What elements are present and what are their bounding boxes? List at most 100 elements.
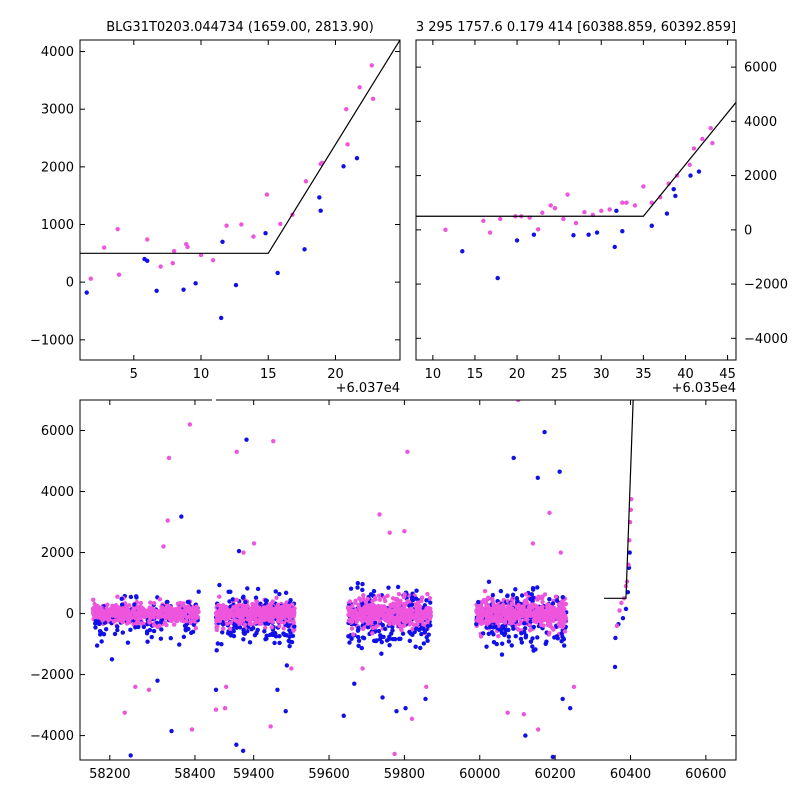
data-point: [523, 592, 529, 597]
data-point: [501, 618, 507, 623]
data-point: [424, 598, 429, 603]
data-point: [193, 625, 198, 631]
data-point: [529, 612, 535, 618]
bottom-panel: 58200 58400 59400 59600 59800 60000 60200 60400…: [30, 398, 737, 782]
data-point: [228, 611, 233, 617]
data-point: [241, 609, 246, 614]
data-point: [425, 591, 430, 597]
data-point: [541, 617, 546, 623]
x-tick-label: 59400: [233, 767, 274, 782]
data-point: [421, 641, 427, 646]
data-point: [347, 619, 352, 624]
data-point: [115, 226, 120, 232]
data-point: [542, 429, 547, 435]
data-point: [186, 599, 191, 605]
data-point: [132, 602, 137, 607]
data-point: [424, 607, 430, 613]
data-point: [155, 678, 160, 683]
data-point: [377, 636, 383, 642]
data-point: [152, 601, 157, 606]
data-point: [387, 642, 392, 648]
data-point: [688, 173, 693, 178]
data-point: [370, 631, 375, 636]
data-point: [187, 422, 193, 427]
data-point: [283, 604, 289, 609]
data-point: [405, 449, 410, 455]
data-point: [540, 210, 545, 215]
data-point: [124, 604, 129, 610]
data-point: [513, 634, 518, 639]
y-tick-label: −2000: [30, 668, 74, 683]
data-point: [516, 400, 521, 403]
data-point: [419, 631, 424, 637]
data-point: [419, 595, 425, 600]
data-point: [607, 207, 612, 212]
data-point: [235, 612, 240, 618]
data-point: [511, 455, 516, 461]
data-point: [230, 597, 236, 602]
data-point: [671, 186, 676, 192]
data-point: [428, 606, 433, 611]
data-point: [619, 600, 624, 606]
data-point: [112, 604, 117, 609]
data-point: [419, 598, 424, 604]
data-point: [359, 645, 364, 651]
x-tick-label: 10: [193, 367, 210, 382]
data-point: [537, 614, 542, 619]
data-point: [283, 708, 288, 714]
data-point: [278, 221, 283, 227]
data-point: [614, 208, 619, 214]
data-point: [266, 607, 272, 612]
axes-frame: [79, 399, 737, 761]
data-point: [228, 620, 233, 626]
data-point: [223, 684, 229, 689]
data-point: [413, 644, 418, 649]
data-point: [394, 708, 399, 714]
data-point: [154, 288, 159, 294]
data-point: [346, 634, 351, 639]
data-point: [192, 619, 197, 624]
y-tick-label: 0: [66, 276, 74, 291]
data-point: [234, 607, 239, 612]
data-point: [388, 610, 394, 616]
data-point: [113, 613, 118, 618]
data-point: [398, 598, 403, 604]
data-point: [192, 610, 197, 616]
data-point: [354, 156, 360, 161]
data-point: [478, 619, 483, 625]
data-point: [620, 200, 625, 205]
data-point: [84, 290, 89, 295]
data-point: [509, 601, 514, 606]
data-point: [247, 640, 253, 645]
data-point: [478, 634, 484, 639]
data-point: [341, 164, 346, 169]
data-point: [516, 621, 522, 627]
data-point: [496, 633, 501, 639]
data-point: [412, 612, 418, 618]
data-point: [540, 594, 545, 599]
data-point: [356, 638, 362, 644]
data-point: [115, 624, 120, 629]
data-point: [136, 608, 141, 614]
data-point: [396, 591, 402, 597]
data-point: [547, 510, 552, 516]
data-point: [494, 606, 499, 612]
data-point: [158, 613, 163, 618]
x-tick-label: 15: [260, 367, 277, 382]
x-tick-label: 40: [677, 367, 694, 382]
data-point: [275, 687, 280, 693]
data-point: [377, 512, 382, 517]
data-point: [170, 260, 175, 266]
data-point: [116, 272, 122, 277]
data-point: [264, 613, 269, 618]
data-point: [426, 614, 432, 620]
data-point: [612, 664, 618, 670]
data-point: [522, 611, 527, 617]
data-point: [119, 608, 125, 613]
y-tick-label: 4000: [41, 485, 74, 500]
data-point: [519, 593, 525, 598]
data-point: [489, 630, 495, 635]
data-point: [427, 595, 433, 601]
data-point: [130, 608, 136, 614]
data-point: [128, 594, 134, 600]
